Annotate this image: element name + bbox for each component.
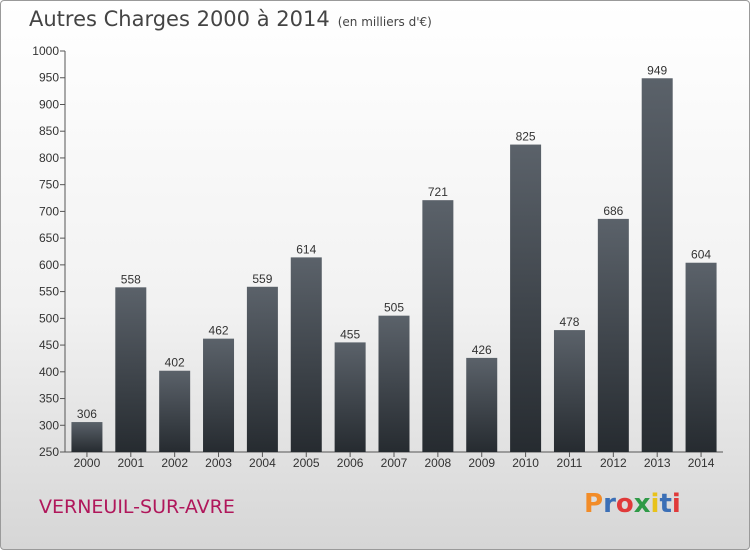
y-tick-label: 600 xyxy=(39,258,59,272)
y-tick-label: 650 xyxy=(39,231,59,245)
y-tick-label: 700 xyxy=(39,204,59,218)
data-label-2012: 686 xyxy=(603,204,623,218)
bar-2001 xyxy=(115,287,147,452)
data-label-2008: 721 xyxy=(428,185,448,199)
y-tick-label: 750 xyxy=(39,178,59,192)
bar-2012 xyxy=(597,218,629,452)
x-tick-label-2000: 2000 xyxy=(74,456,101,470)
chart-subtitle: (en milliers d'€) xyxy=(337,15,432,29)
bar-2005 xyxy=(290,257,322,452)
data-label-2004: 559 xyxy=(252,272,272,286)
y-tick-label: 350 xyxy=(39,392,59,406)
proxiti-logo: Proxiti xyxy=(584,489,681,519)
y-tick-label: 900 xyxy=(39,97,59,111)
y-tick-label: 250 xyxy=(39,445,59,459)
x-tick-label-2003: 2003 xyxy=(205,456,232,470)
bar-2013 xyxy=(641,78,673,452)
bar-2004 xyxy=(246,286,278,452)
y-tick-label: 450 xyxy=(39,338,59,352)
data-labels: 306 558 402 462 559 614 455 505 721 426 825 478 686 9… xyxy=(77,63,711,421)
town-name: VERNEUIL-SUR-AVRE xyxy=(39,496,235,518)
chart-title-text: Autres Charges 2000 à 2014 xyxy=(29,7,330,31)
data-label-2010: 825 xyxy=(516,130,536,144)
bar-2009 xyxy=(466,357,498,452)
y-tick-label: 500 xyxy=(39,311,59,325)
y-tick-label: 400 xyxy=(39,365,59,379)
x-tick-label-2004: 2004 xyxy=(249,456,276,470)
x-tick-label-2009: 2009 xyxy=(468,456,495,470)
bar-2000 xyxy=(71,422,103,452)
logo-letter: x xyxy=(633,489,651,519)
x-tick-label-2007: 2007 xyxy=(381,456,408,470)
data-label-2002: 402 xyxy=(165,356,185,370)
x-tick-label-2013: 2013 xyxy=(644,456,671,470)
data-label-2009: 426 xyxy=(472,343,492,357)
logo-letter: r xyxy=(603,489,616,519)
data-label-2006: 455 xyxy=(340,327,360,341)
y-tick-label: 950 xyxy=(39,71,59,85)
y-tick-label: 300 xyxy=(39,418,59,432)
data-label-2013: 949 xyxy=(647,63,667,77)
bar-2002 xyxy=(159,370,191,452)
bar-2008 xyxy=(422,200,454,452)
x-tick-label-2011: 2011 xyxy=(557,456,583,470)
logo-letter: i xyxy=(671,489,681,519)
bar-2007 xyxy=(378,315,410,452)
logo-letter: t xyxy=(659,489,672,519)
bar-2014 xyxy=(685,262,717,452)
y-tick-label: 550 xyxy=(39,285,59,299)
bar-2010 xyxy=(510,144,542,453)
data-label-2000: 306 xyxy=(77,407,97,421)
x-tick-label-2010: 2010 xyxy=(512,456,539,470)
axes: 250 300 350 400 450 500 550 600 650 700 750 800 850 9… xyxy=(32,44,723,470)
data-label-2011: 478 xyxy=(559,315,579,329)
x-tick-label-2002: 2002 xyxy=(161,456,188,470)
x-tick-label-2014: 2014 xyxy=(688,456,715,470)
y-tick-label: 800 xyxy=(39,151,59,165)
chart-title: Autres Charges 2000 à 2014 (en milliers d… xyxy=(29,7,432,31)
data-label-2001: 558 xyxy=(121,272,141,286)
bar-2011 xyxy=(553,330,585,452)
x-tick-label-2008: 2008 xyxy=(425,456,452,470)
y-tick-label: 1000 xyxy=(32,44,59,58)
data-label-2007: 505 xyxy=(384,301,404,315)
data-label-2005: 614 xyxy=(296,242,316,256)
x-tick-label-2001: 2001 xyxy=(117,456,144,470)
bars xyxy=(71,78,717,453)
data-label-2014: 604 xyxy=(691,248,711,262)
bar-2003 xyxy=(203,338,235,452)
logo-letter: P xyxy=(584,489,604,519)
logo-letter: i xyxy=(650,489,660,519)
data-label-2003: 462 xyxy=(209,324,229,338)
y-tick-label: 850 xyxy=(39,124,59,138)
x-tick-label-2005: 2005 xyxy=(293,456,320,470)
x-tick-label-2006: 2006 xyxy=(337,456,364,470)
logo-letter: o xyxy=(615,489,634,519)
x-tick-label-2012: 2012 xyxy=(600,456,627,470)
bar-2006 xyxy=(334,342,366,452)
